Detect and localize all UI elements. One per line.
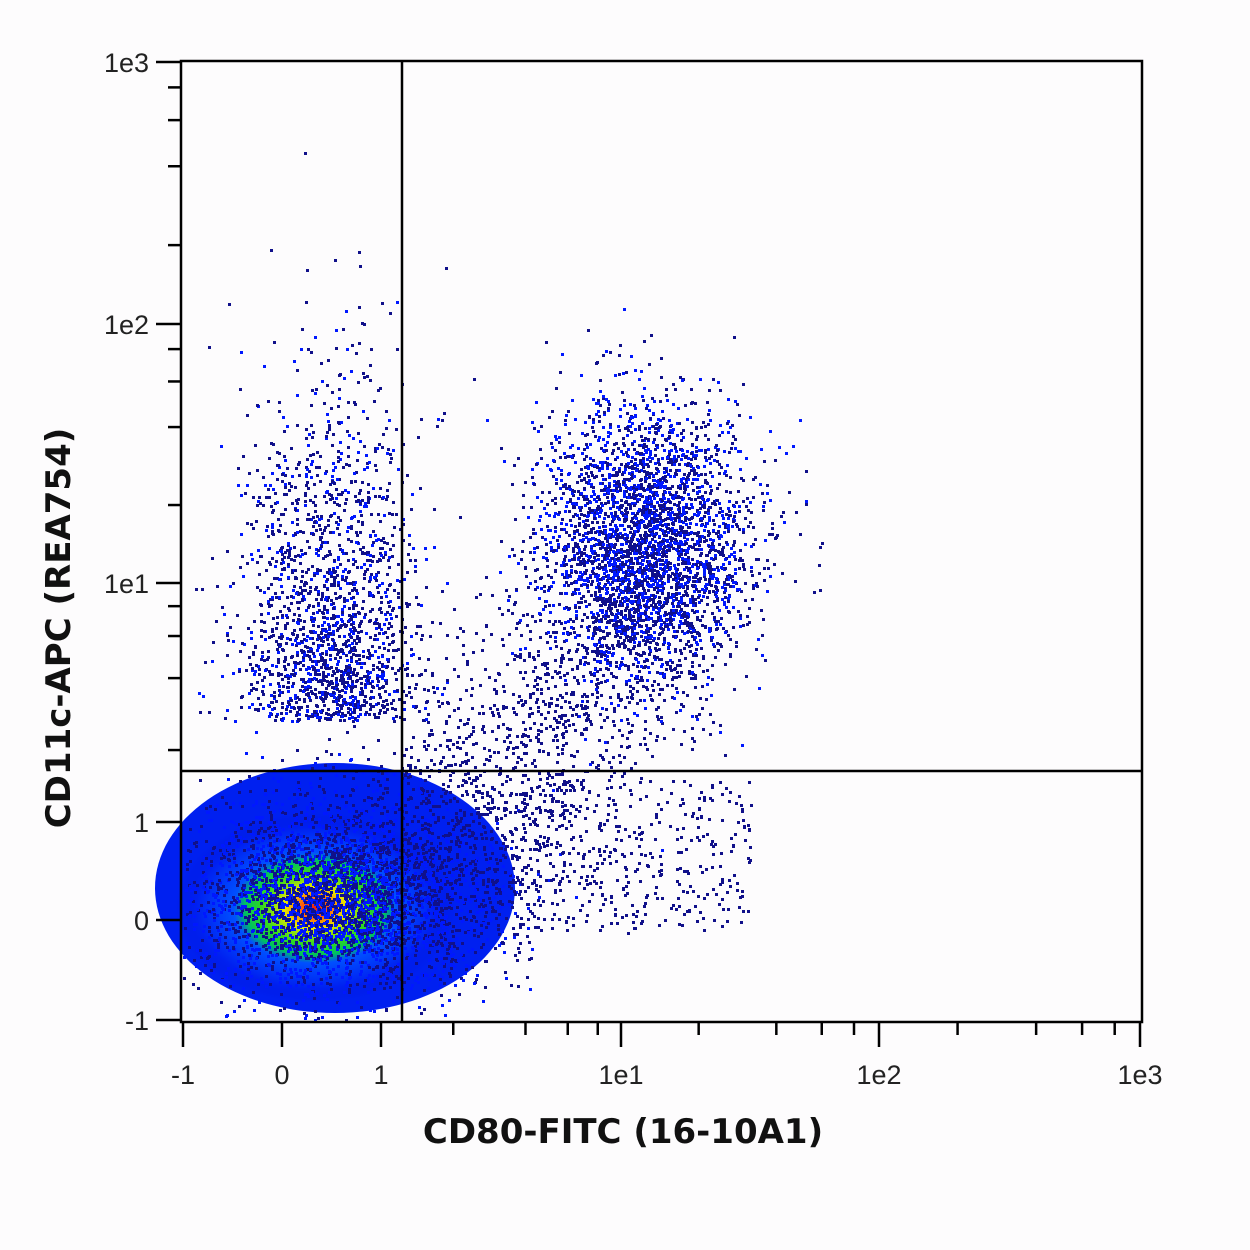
y-tick-label: 0 — [134, 906, 149, 936]
x-axis-title: CD80-FITC (16-10A1) — [423, 1112, 823, 1152]
y-tick-label: 1e1 — [104, 569, 149, 599]
event-dots — [155, 152, 824, 1022]
quadrant-gates — [181, 61, 1142, 1022]
y-axis-ticks: 1e3 1e2 1e1 1 0 -1 — [104, 48, 181, 1036]
y-tick-label: 1 — [134, 808, 149, 838]
x-tick-label: -1 — [171, 1060, 195, 1090]
y-tick-label: -1 — [125, 1006, 149, 1036]
x-tick-label: 1 — [373, 1060, 388, 1090]
y-tick-label: 1e2 — [104, 310, 149, 340]
y-tick-label: 1e3 — [104, 48, 149, 78]
x-tick-label: 0 — [274, 1060, 289, 1090]
x-tick-label: 1e1 — [598, 1060, 643, 1090]
x-tick-label: 1e2 — [856, 1060, 901, 1090]
x-tick-label: 1e3 — [1117, 1060, 1162, 1090]
plot-frame — [179, 59, 1144, 1024]
y-axis-title: CD11c-APC (REA754) — [39, 428, 79, 829]
x-axis-ticks: -1 0 1 1e1 1e2 1e3 — [171, 1022, 1163, 1090]
